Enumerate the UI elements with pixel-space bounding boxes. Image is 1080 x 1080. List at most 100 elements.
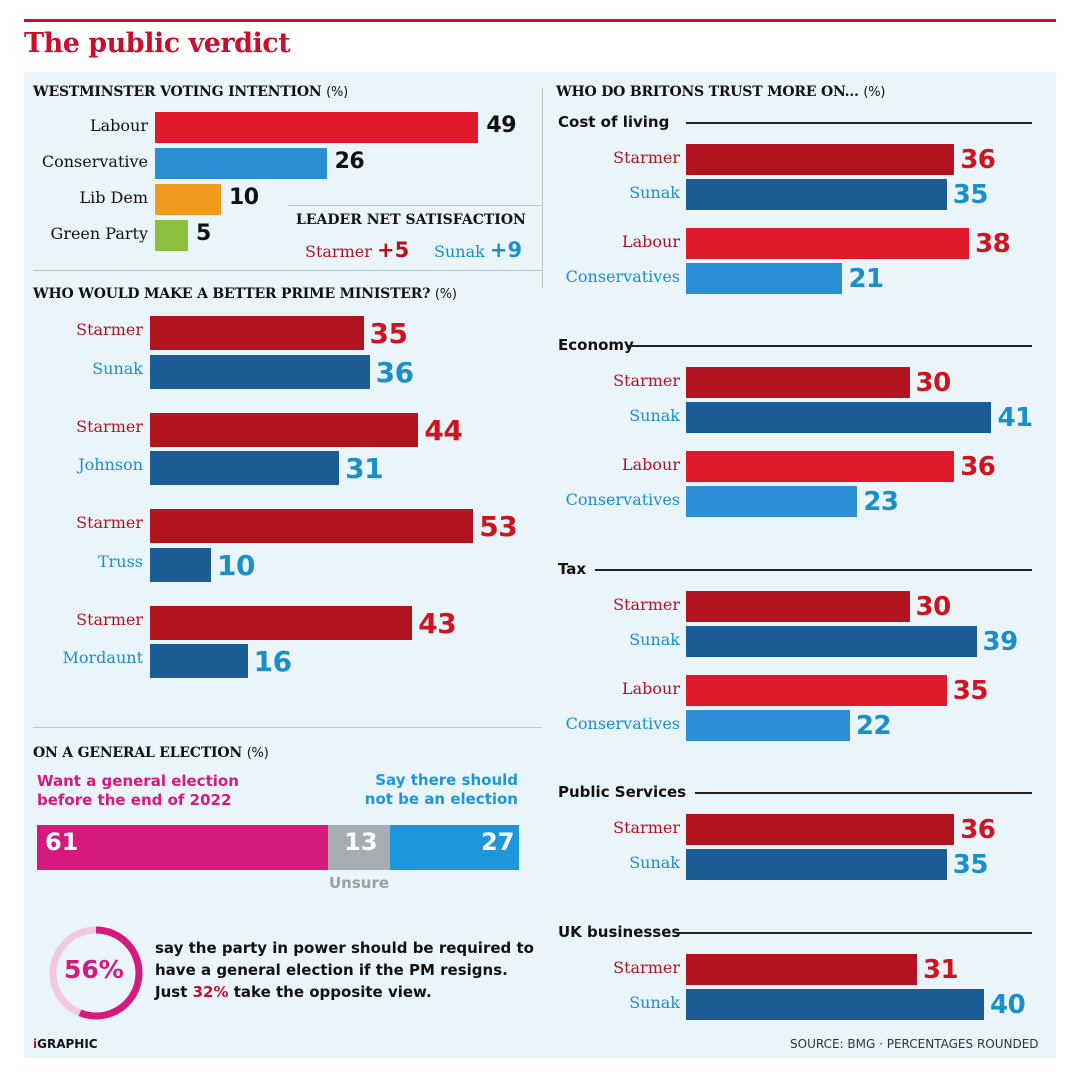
satisfaction-starmer-value: +5 [376,238,410,262]
trust-value-economy-labour: 36 [960,452,996,482]
vi-label-labour: Labour [90,116,148,135]
trust-label-tax-starmer: Starmer [613,595,680,614]
trust-label-cost-of-living-starmer: Starmer [613,148,680,167]
pm-label-sunak: Sunak [92,358,143,378]
trust-label-tax-sunak: Sunak [629,629,680,649]
trust-topic-cost-of-living: Cost of living [558,113,670,131]
vi-label-conservative: Conservative [41,152,148,171]
trust-label-tax-labour: Labour [622,679,680,698]
pm-value-mordaunt: 16 [253,645,292,678]
trust-bar-economy-sunak [686,401,992,433]
pm-bar-johnson [150,451,340,485]
trust-topic-rule-economy [628,345,1032,347]
trust-value-economy-sunak: 41 [997,402,1033,433]
voting-intention-title: WESTMINSTER VOTING INTENTION (%) [33,84,348,100]
trust-bar-cost-of-living-sunak [686,178,947,210]
trust-label-economy-starmer: Starmer [613,371,680,390]
trust-unit: (%) [863,85,886,100]
brand-logo: iGRAPHIC [33,1037,98,1051]
trust-value-tax-starmer: 30 [915,592,952,622]
satisfaction-starmer-label: Starmer [305,242,372,261]
trust-value-cost-of-living-starmer: 36 [960,145,996,175]
trust-topic-rule-tax [594,569,1032,571]
trust-topic-economy: Economy [558,336,634,354]
vi-label-green-party: Green Party [50,224,148,243]
trust-value-uk-businesses-sunak: 40 [990,989,1026,1020]
trust-bar-uk-businesses-starmer [686,954,917,985]
pm-bar-starmer [150,316,364,350]
pm-label-starmer: Starmer [76,609,143,629]
trust-label-cost-of-living-labour: Labour [622,232,680,251]
vi-value-labour: 49 [486,113,517,138]
brand-prefix: i [33,1037,38,1051]
pm-label-johnson: Johnson [78,455,143,474]
satisfaction-sunak: Sunak +9 [434,238,522,262]
trust-bar-tax-sunak [686,625,977,657]
percent-ring-arc [49,926,143,1020]
satisfaction-divider [288,205,542,206]
trust-bar-tax-starmer [686,591,910,622]
vi-label-lib-dem: Lib Dem [79,188,148,207]
trust-value-uk-businesses-starmer: 31 [922,955,959,985]
section-divider-election [33,727,542,728]
pm-value-starmer: 43 [418,606,457,640]
trust-bar-cost-of-living-conservatives [686,262,843,294]
brand-name: GRAPHIC [37,1037,98,1051]
trust-value-public-services-starmer: 36 [960,815,996,845]
trust-topic-rule-uk-businesses [677,932,1032,934]
pm-label-mordaunt: Mordaunt [62,648,143,667]
top-rule [24,19,1056,22]
vi-value-conservative: 26 [334,149,365,174]
trust-topic-rule-public-services [694,792,1032,794]
trust-value-cost-of-living-sunak: 35 [952,179,989,210]
general-election-title: ON A GENERAL ELECTION (%) [33,745,269,761]
pm-bar-truss [150,547,211,582]
trust-value-tax-labour: 35 [952,676,989,706]
no-election-label: Say there should not be an election [364,771,518,808]
pm-label-starmer: Starmer [76,320,143,339]
general-election-title-text: ON A GENERAL ELECTION [33,745,242,761]
trust-topic-public-services: Public Services [558,783,687,801]
trust-value-tax-conservatives: 22 [855,710,892,741]
satisfaction-sunak-value: +9 [489,238,523,262]
trust-label-tax-conservatives: Conservatives [565,713,680,733]
trust-label-economy-sunak: Sunak [629,405,680,425]
pm-label-starmer: Starmer [76,513,143,532]
callout-text-after: take the opposite view. [228,983,432,1001]
section-divider-pm [33,270,542,271]
general-election-unit: (%) [246,746,269,761]
pm-value-sunak: 36 [375,355,414,389]
callout-text: say the party in power should be require… [155,937,535,1003]
pm-label-starmer: Starmer [76,416,143,436]
trust-bar-public-services-sunak [686,848,947,880]
unsure-label: Unsure [329,874,390,892]
source-note: SOURCE: BMG · PERCENTAGES ROUNDED [790,1037,1039,1051]
pm-value-truss: 10 [217,548,255,582]
trust-bar-cost-of-living-starmer [686,144,955,175]
trust-value-economy-conservatives: 23 [863,486,899,517]
trust-label-uk-businesses-sunak: Sunak [629,992,680,1012]
better-pm-title-text: WHO WOULD MAKE A BETTER PRIME MINISTER? [33,286,431,302]
satisfaction-starmer: Starmer +5 [305,238,409,262]
vi-value-lib-dem: 10 [229,185,259,210]
callout-percent: 56% [64,955,124,984]
pm-bar-mordaunt [150,644,248,678]
pm-value-starmer: 44 [424,413,463,447]
trust-bar-uk-businesses-sunak [686,988,984,1020]
vi-value-green-party: 5 [196,221,211,246]
ge-segment-1 [328,825,391,870]
callout-text-bold: 32% [192,983,229,1001]
pm-bar-starmer [150,605,413,640]
trust-bar-tax-conservatives [686,709,850,741]
vi-bar-conservative [155,148,327,179]
pm-label-truss: Truss [97,551,143,571]
vi-bar-green-party [155,220,188,251]
trust-label-cost-of-living-conservatives: Conservatives [565,266,680,286]
trust-topic-tax: Tax [558,560,587,578]
trust-label-uk-businesses-starmer: Starmer [613,958,680,977]
trust-label-economy-labour: Labour [622,455,680,474]
trust-bar-economy-labour [686,451,955,482]
trust-label-public-services-sunak: Sunak [629,852,680,872]
pm-bar-starmer [150,412,419,447]
trust-label-economy-conservatives: Conservatives [565,489,680,509]
